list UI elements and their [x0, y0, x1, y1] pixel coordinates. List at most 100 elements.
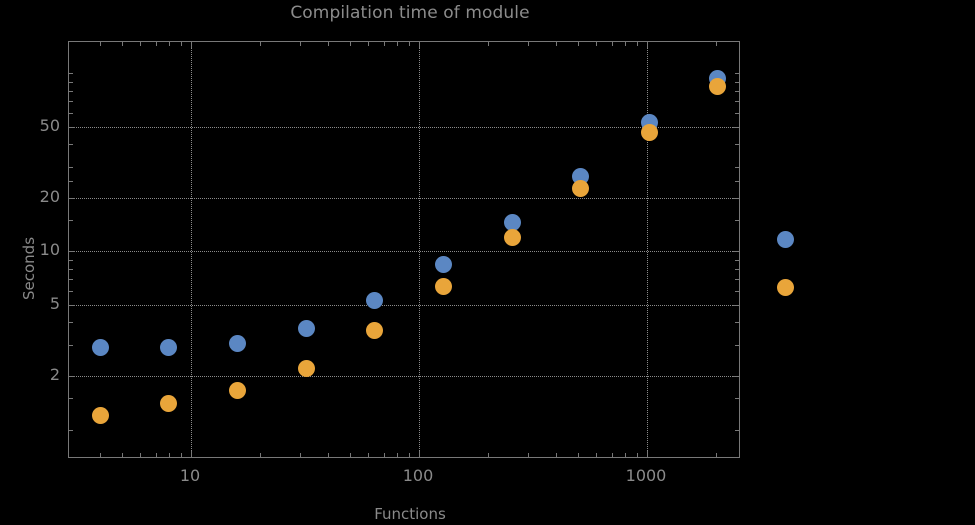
x-axis-minor-tick	[611, 42, 613, 46]
x-axis-minor-tick	[122, 42, 124, 46]
data-point	[297, 319, 315, 337]
y-axis-minor-tick	[735, 429, 739, 431]
data-point	[91, 406, 109, 424]
data-point	[160, 338, 178, 356]
y-axis-tick	[733, 127, 739, 128]
x-axis-minor-tick	[299, 453, 301, 457]
gridline-horizontal	[69, 127, 739, 128]
y-axis-minor-tick	[735, 290, 739, 292]
gridline-horizontal	[69, 375, 739, 377]
y-axis-tick	[69, 251, 75, 253]
y-axis-minor-tick	[69, 259, 73, 261]
x-tick-label: 1000	[625, 466, 667, 485]
y-axis-minor-tick	[735, 180, 739, 182]
x-axis-minor-tick	[328, 453, 330, 457]
data-point	[434, 277, 452, 295]
y-tick-label: 20	[39, 186, 60, 206]
y-axis-tick	[69, 197, 75, 199]
y-axis-minor-tick	[69, 73, 73, 75]
data-point	[777, 278, 795, 296]
x-axis-minor-tick	[383, 453, 385, 457]
data-point	[434, 256, 452, 274]
y-axis-minor-tick	[69, 398, 73, 400]
y-axis-minor-tick	[69, 429, 73, 431]
y-axis-minor-tick	[735, 344, 739, 346]
x-axis-minor-tick	[100, 42, 102, 46]
y-axis-minor-tick	[735, 279, 739, 281]
x-axis-minor-tick	[527, 42, 529, 46]
data-point	[366, 322, 384, 339]
x-axis-minor-tick	[578, 453, 580, 457]
x-axis-title: Functions	[374, 505, 446, 523]
data-point	[777, 231, 795, 249]
y-tick-label: 10	[39, 240, 60, 260]
gridline-horizontal	[69, 251, 739, 253]
x-axis-minor-tick	[487, 42, 489, 46]
x-axis-minor-tick	[180, 453, 182, 457]
y-axis-tick	[69, 127, 75, 128]
x-axis-minor-tick	[556, 453, 558, 457]
x-axis-minor-tick	[368, 453, 370, 457]
x-tick-label: 100	[402, 466, 434, 485]
data-point	[572, 180, 590, 198]
y-axis-minor-tick	[69, 100, 73, 102]
data-point	[160, 395, 178, 413]
chart-title: Compilation time of module	[290, 3, 530, 23]
x-axis-minor-tick	[122, 453, 124, 457]
y-tick-label: 50	[39, 116, 60, 135]
x-tick-label: 10	[179, 466, 201, 485]
y-axis-minor-tick	[735, 259, 739, 261]
data-point	[229, 334, 247, 352]
x-axis-minor-tick	[611, 453, 613, 457]
x-axis-tick	[191, 42, 192, 48]
data-point	[503, 228, 521, 246]
data-point	[503, 214, 521, 232]
y-tick-label: 2	[49, 364, 60, 384]
x-axis-minor-tick	[596, 453, 598, 457]
x-axis-minor-tick	[396, 42, 398, 46]
y-axis-minor-tick	[735, 220, 739, 222]
y-axis-minor-tick	[735, 398, 739, 400]
y-axis-minor-tick	[735, 112, 739, 114]
x-axis-minor-tick	[259, 453, 261, 457]
y-axis-minor-tick	[69, 268, 73, 270]
gridline-horizontal	[69, 197, 739, 199]
y-axis-minor-tick	[735, 322, 739, 324]
y-axis-tick	[69, 375, 75, 377]
x-axis-minor-tick	[155, 42, 157, 46]
x-axis-minor-tick	[259, 42, 261, 46]
y-axis-tick	[733, 197, 739, 199]
data-point	[709, 78, 727, 96]
y-axis-minor-tick	[69, 81, 73, 83]
y-axis-minor-tick	[69, 322, 73, 324]
x-axis-tick	[191, 451, 192, 457]
x-axis-tick	[647, 451, 648, 457]
y-axis-minor-tick	[69, 166, 73, 168]
x-axis-minor-tick	[180, 42, 182, 46]
x-axis-minor-tick	[556, 42, 558, 46]
y-axis-minor-tick	[69, 180, 73, 182]
data-point	[229, 382, 247, 400]
x-axis-minor-tick	[368, 42, 370, 46]
x-axis-minor-tick	[624, 42, 626, 46]
x-axis-tick	[419, 451, 420, 457]
y-axis-minor-tick	[735, 90, 739, 92]
x-axis-minor-tick	[383, 42, 385, 46]
y-axis-minor-tick	[69, 279, 73, 281]
data-point	[297, 360, 315, 378]
x-axis-minor-tick	[527, 453, 529, 457]
y-axis-minor-tick	[69, 290, 73, 292]
y-axis-minor-tick	[735, 166, 739, 168]
x-axis-minor-tick	[350, 42, 352, 46]
x-axis-minor-tick	[715, 453, 717, 457]
x-axis-minor-tick	[487, 453, 489, 457]
x-axis-minor-tick	[168, 453, 170, 457]
x-axis-minor-tick	[100, 453, 102, 457]
x-axis-tick	[647, 42, 648, 48]
x-axis-minor-tick	[140, 453, 142, 457]
y-axis-minor-tick	[69, 220, 73, 222]
y-axis-tick	[733, 251, 739, 253]
x-axis-minor-tick	[328, 42, 330, 46]
x-axis-minor-tick	[155, 453, 157, 457]
